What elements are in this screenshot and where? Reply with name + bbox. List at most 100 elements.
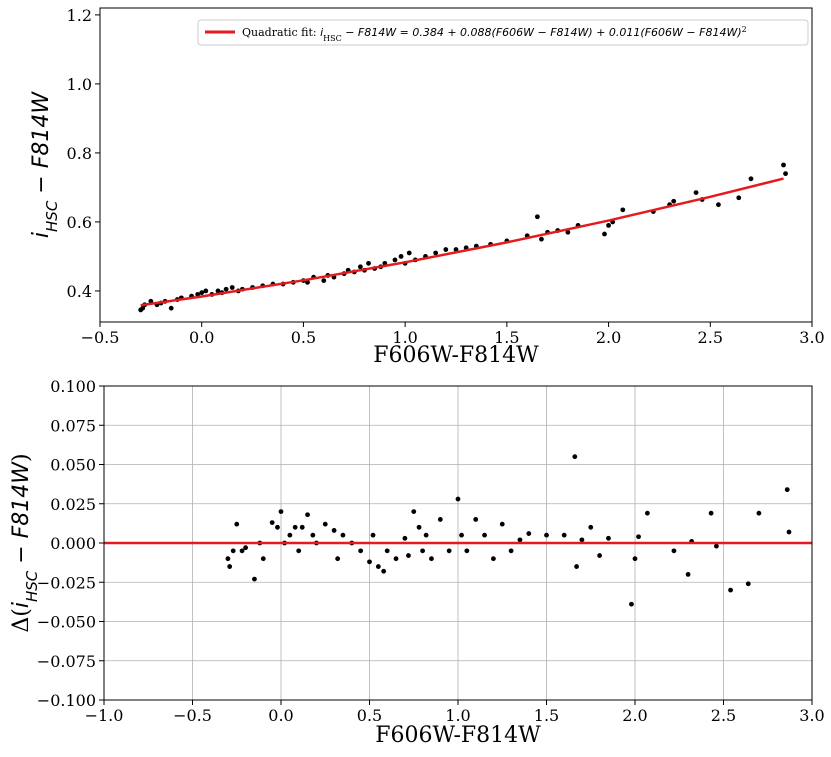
data-point [499, 521, 505, 527]
axes-frame [103, 385, 813, 701]
data-point [305, 279, 310, 285]
fit-line [140, 177, 784, 307]
legend-part: Quadratic fit: [242, 26, 320, 39]
y-tick-label: −0.100 [37, 691, 96, 710]
data-point [195, 291, 201, 297]
data-point [748, 176, 754, 182]
x-tick-label: 1.0 [392, 328, 417, 347]
y-label-part: − F814W [9, 461, 34, 571]
data-point [539, 236, 544, 242]
data-point [215, 288, 221, 294]
data-point [464, 548, 470, 554]
x-axis-label: F606W-F814W [373, 343, 539, 368]
data-point [406, 250, 412, 256]
data-point [322, 521, 328, 527]
x-tick-label: 2.0 [596, 328, 621, 347]
data-point [287, 532, 293, 538]
data-point [636, 534, 641, 540]
y-label-part: − F814W [29, 91, 54, 201]
y-tick-label: 0.4 [67, 282, 92, 301]
data-point [745, 581, 751, 587]
y-tick-label: 0.6 [67, 213, 92, 232]
data-point [299, 524, 305, 530]
x-tick-label: −1.0 [85, 706, 124, 725]
data-point [685, 572, 691, 577]
data-point [534, 214, 540, 220]
data-point [275, 524, 280, 530]
y-label-part: i [9, 602, 34, 608]
y-tick-label: 0.8 [67, 144, 92, 163]
data-point [239, 548, 245, 554]
data-point [561, 532, 567, 538]
x-tick-label: 0.5 [291, 328, 316, 347]
x-tick-label: 2.5 [711, 706, 736, 725]
data-point [331, 528, 337, 533]
data-point [756, 510, 762, 516]
data-point [398, 254, 404, 259]
legend-part: i [320, 26, 323, 39]
x-tick-label: 3.0 [799, 706, 824, 725]
y-tick-label: −0.050 [37, 613, 96, 632]
data-point [728, 587, 733, 593]
x-tick-label: 3.0 [799, 328, 824, 347]
y-tick-label: 0.025 [50, 495, 96, 514]
data-point [433, 250, 439, 256]
data-point [632, 556, 638, 562]
y-tick-label: 1.0 [67, 75, 92, 94]
y-tick-label: 0.000 [50, 534, 96, 553]
data-point [358, 548, 364, 554]
data-point [370, 532, 376, 538]
y-label-part: i [29, 232, 54, 238]
data-point [708, 510, 714, 516]
legend-part: − F814W = 0.384 + 0.088(F606W − F814W) +… [342, 26, 742, 39]
data-point [168, 305, 174, 311]
data-point [140, 305, 146, 311]
data-point [230, 548, 236, 554]
data-point [572, 454, 578, 460]
data-point [620, 207, 626, 213]
data-point [783, 171, 788, 177]
data-point [305, 512, 310, 518]
y-tick-label: −0.025 [37, 573, 96, 592]
data-point [423, 532, 429, 538]
data-point [473, 517, 479, 522]
data-point [367, 559, 372, 565]
y-label-part: HSC [43, 200, 61, 232]
data-point [602, 231, 607, 237]
data-point [392, 257, 398, 263]
data-point [544, 532, 549, 538]
legend-part: 2 [742, 25, 747, 34]
data-point [517, 537, 523, 543]
data-point [714, 543, 719, 549]
data-point [234, 521, 240, 527]
data-point [278, 509, 284, 514]
data-point [579, 537, 585, 543]
data-point [606, 222, 611, 228]
y-tick-label: −0.075 [37, 652, 96, 671]
data-point [296, 548, 302, 554]
data-point [393, 556, 399, 562]
data-point [357, 264, 363, 270]
data-point [443, 247, 449, 252]
data-point [606, 535, 611, 541]
y-label-part: HSC [23, 570, 41, 602]
x-axis-label: F606W-F814W [375, 723, 541, 748]
data-point [203, 288, 209, 294]
data-point [565, 229, 571, 235]
data-point [402, 535, 408, 541]
data-point [292, 524, 298, 530]
data-point [384, 548, 390, 554]
plot-area: −1.0 −0.5 0.0 0.5 1.0 1.5 2.0 2.5 3.0 −0.100 −0.07… [37, 377, 825, 725]
data-point [446, 548, 452, 554]
data-point [671, 198, 677, 204]
data-point [736, 195, 742, 201]
x-tick-label: 0.0 [268, 706, 293, 725]
x-tick-label: 0.5 [357, 706, 382, 725]
data-point [366, 260, 371, 266]
data-point [597, 553, 602, 558]
data-point [781, 162, 786, 168]
data-point [491, 556, 496, 562]
y-axis-label: Δ(iHSC − F814W) [9, 453, 41, 632]
axes-frame [99, 7, 813, 323]
